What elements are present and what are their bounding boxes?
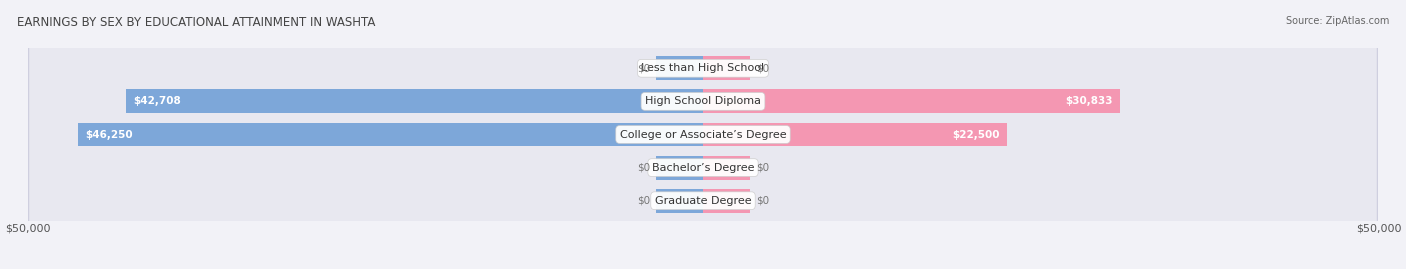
Text: EARNINGS BY SEX BY EDUCATIONAL ATTAINMENT IN WASHTA: EARNINGS BY SEX BY EDUCATIONAL ATTAINMEN…	[17, 16, 375, 29]
Text: $42,708: $42,708	[132, 96, 180, 107]
Text: Bachelor’s Degree: Bachelor’s Degree	[652, 162, 754, 173]
Text: $0: $0	[637, 196, 651, 206]
Bar	[703, 156, 751, 179]
Text: Graduate Degree: Graduate Degree	[655, 196, 751, 206]
Bar	[703, 189, 751, 213]
FancyBboxPatch shape	[30, 0, 1376, 269]
Bar	[79, 123, 703, 146]
FancyBboxPatch shape	[30, 0, 1376, 269]
FancyBboxPatch shape	[30, 0, 1376, 269]
Text: College or Associate’s Degree: College or Associate’s Degree	[620, 129, 786, 140]
Text: $0: $0	[637, 162, 651, 173]
Bar	[127, 90, 703, 113]
FancyBboxPatch shape	[30, 0, 1376, 269]
Text: $0: $0	[755, 196, 769, 206]
Bar	[703, 123, 1007, 146]
Bar	[703, 90, 1119, 113]
Text: Less than High School: Less than High School	[641, 63, 765, 73]
Bar	[655, 56, 703, 80]
Bar	[703, 56, 751, 80]
Text: High School Diploma: High School Diploma	[645, 96, 761, 107]
Text: $30,833: $30,833	[1066, 96, 1112, 107]
Bar	[655, 156, 703, 179]
Text: $0: $0	[637, 63, 651, 73]
Bar	[655, 189, 703, 213]
Text: $0: $0	[755, 63, 769, 73]
FancyBboxPatch shape	[30, 0, 1376, 269]
Text: $46,250: $46,250	[84, 129, 132, 140]
Text: Source: ZipAtlas.com: Source: ZipAtlas.com	[1285, 16, 1389, 26]
Text: $0: $0	[755, 162, 769, 173]
Text: $22,500: $22,500	[953, 129, 1000, 140]
